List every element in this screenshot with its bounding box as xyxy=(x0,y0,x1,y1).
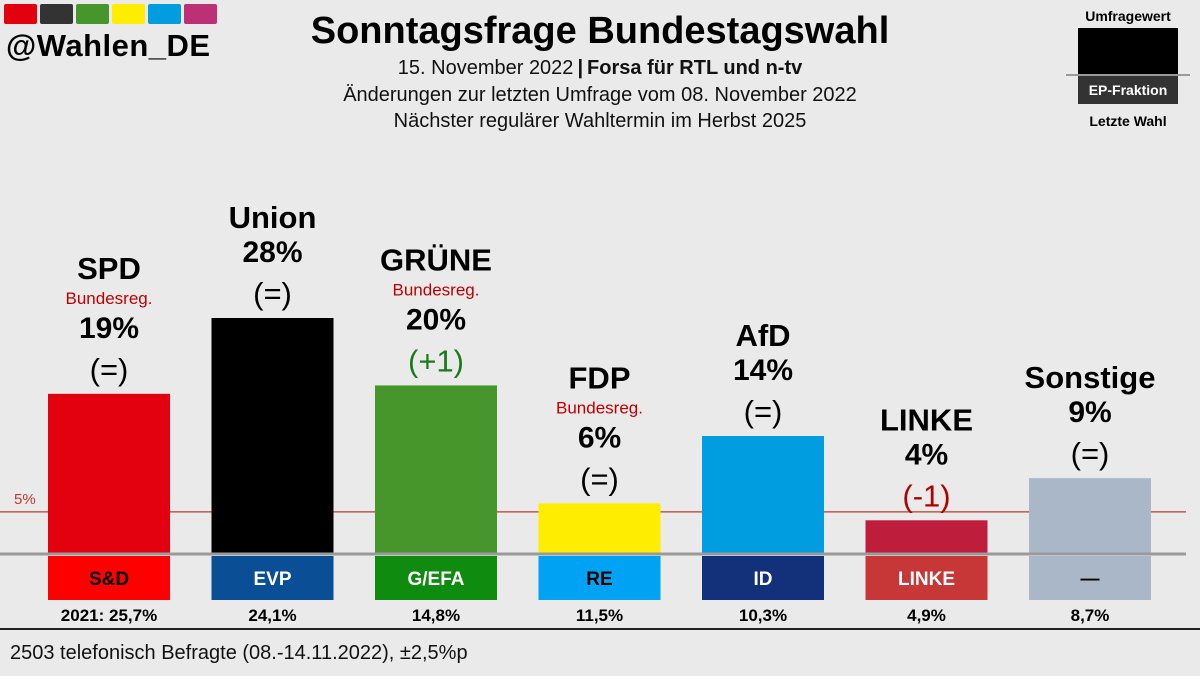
bar xyxy=(538,503,661,554)
ep-group-label: ID xyxy=(754,569,773,590)
party-label: Union xyxy=(229,200,317,235)
ep-group-label: G/EFA xyxy=(407,569,464,590)
change-label: (=) xyxy=(253,276,292,311)
change-label: (=) xyxy=(580,461,619,496)
government-label: Bundesreg. xyxy=(66,289,153,308)
last-election-label: 24,1% xyxy=(248,606,296,625)
value-label: 19% xyxy=(79,312,139,345)
ep-group-box xyxy=(211,556,334,600)
value-label: 14% xyxy=(733,354,793,387)
change-label: (=) xyxy=(1071,436,1110,471)
poll-institute: Forsa für RTL und n-tv xyxy=(587,57,803,79)
legend-ep-group: EP-Fraktion xyxy=(1078,76,1178,104)
last-election-label: 10,3% xyxy=(739,606,787,625)
government-label: Bundesreg. xyxy=(393,280,480,299)
account-handle: @Wahlen_DE xyxy=(6,28,211,63)
color-swatch xyxy=(76,4,109,24)
bar xyxy=(865,520,988,554)
separator: | xyxy=(577,57,584,79)
bar xyxy=(1029,478,1151,554)
color-swatch xyxy=(184,4,217,24)
color-swatches xyxy=(4,4,217,24)
value-label: 28% xyxy=(242,236,302,269)
ep-group-box xyxy=(375,556,497,600)
party-label: FDP xyxy=(569,360,631,395)
ep-group-box xyxy=(865,556,988,600)
government-label: Bundesreg. xyxy=(556,398,643,417)
bar xyxy=(702,436,824,554)
ep-group-box xyxy=(1029,556,1151,600)
ep-group-label: S&D xyxy=(89,569,129,590)
legend-baseline xyxy=(1066,74,1190,76)
party-label: SPD xyxy=(77,251,141,286)
last-election-label: 4,9% xyxy=(907,606,946,625)
party-label: LINKE xyxy=(880,402,973,437)
color-swatch xyxy=(4,4,37,24)
change-label: (=) xyxy=(90,352,129,387)
legend-poll-value: Umfragewert xyxy=(1085,8,1171,24)
bar xyxy=(375,385,497,554)
party-label: Sonstige xyxy=(1025,360,1156,395)
last-election-label: 2021: 25,7% xyxy=(61,606,157,625)
last-election-label: 14,8% xyxy=(412,606,460,625)
threshold-label: 5% xyxy=(14,491,36,508)
last-election-label: 8,7% xyxy=(1071,606,1110,625)
poll-date: 15. November 2022 xyxy=(397,57,574,79)
value-label: 6% xyxy=(578,421,621,454)
change-label: (+1) xyxy=(408,343,464,378)
changes-note: Änderungen zur letzten Umfrage vom 08. N… xyxy=(343,84,857,106)
value-label: 20% xyxy=(406,303,466,336)
ep-group-box xyxy=(48,556,170,600)
ep-group-label: RE xyxy=(586,569,612,590)
change-label: (-1) xyxy=(902,478,950,513)
footer-divider xyxy=(0,628,1200,630)
footer-note: 2503 telefonisch Befragte (08.-14.11.202… xyxy=(10,642,468,664)
ep-group-box xyxy=(702,556,824,600)
bar xyxy=(211,318,334,554)
color-swatch xyxy=(40,4,73,24)
party-label: AfD xyxy=(735,318,790,353)
party-label: GRÜNE xyxy=(380,242,492,277)
poll-info: 15. November 2022 | Forsa für RTL und n-tv xyxy=(200,57,1000,80)
bar xyxy=(48,393,170,554)
value-label: 9% xyxy=(1068,396,1111,429)
change-label: (=) xyxy=(744,394,783,429)
color-swatch xyxy=(148,4,181,24)
bar-chart: 5% (=) 19% Bundesreg. SPD S&D 2021: 25,7% (=) 28… xyxy=(0,200,1186,625)
ep-group-label: EVP xyxy=(253,569,291,590)
last-election-label: 11,5% xyxy=(576,606,623,625)
legend-bar-sample xyxy=(1078,28,1178,74)
ep-group-label: — xyxy=(1081,569,1100,590)
legend-last-election: Letzte Wahl xyxy=(1089,113,1167,129)
ep-group-label: LINKE xyxy=(898,569,955,590)
election-note: Nächster regulärer Wahltermin im Herbst … xyxy=(393,110,807,132)
ep-group-box xyxy=(538,556,661,600)
value-label: 4% xyxy=(905,438,948,471)
color-swatch xyxy=(112,4,145,24)
chart-title: Sonntagsfrage Bundestagswahl xyxy=(310,10,890,52)
legend: Umfragewert EP-Fraktion Letzte Wahl xyxy=(1066,6,1190,132)
